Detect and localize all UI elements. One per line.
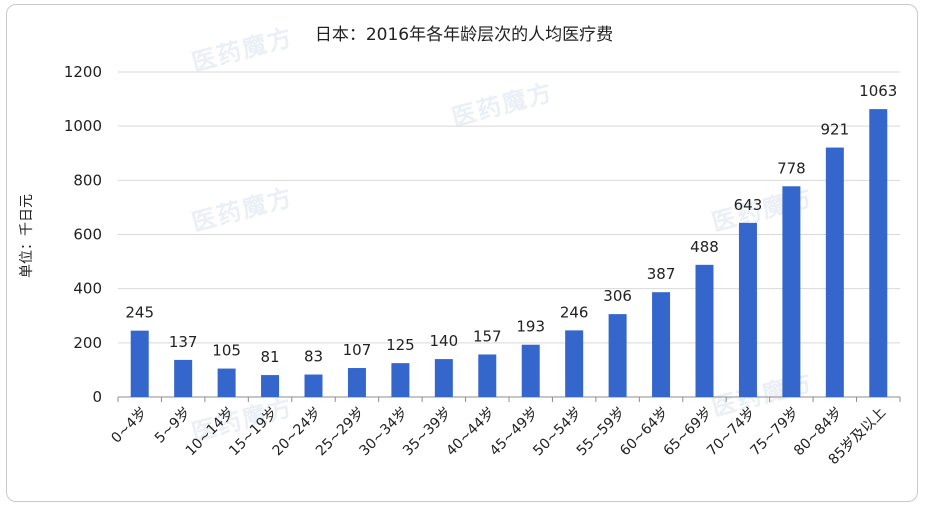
x-tick-label: 0~4岁 (108, 405, 150, 447)
data-label: 157 (473, 327, 502, 345)
bar (738, 222, 757, 397)
bar (434, 359, 453, 397)
y-tick-label: 1200 (64, 63, 102, 81)
y-tick-label: 200 (73, 334, 102, 352)
chart-title: 日本：2016年各年龄层次的人均医疗费 (314, 25, 614, 45)
bar (782, 186, 801, 397)
bar (217, 368, 236, 397)
y-tick-label: 400 (73, 280, 102, 298)
data-label: 137 (169, 333, 198, 351)
data-label: 245 (125, 304, 154, 322)
bar (565, 330, 584, 397)
data-label: 83 (304, 348, 323, 366)
bar (174, 359, 193, 397)
data-label: 105 (212, 342, 241, 360)
bar (261, 375, 280, 397)
data-label: 140 (430, 332, 459, 350)
data-label: 387 (647, 265, 676, 283)
data-label: 1063 (859, 82, 897, 100)
bar (652, 292, 671, 397)
data-label: 107 (343, 341, 372, 359)
bar (695, 264, 714, 397)
bar (478, 354, 497, 397)
data-label: 778 (777, 159, 806, 177)
data-label: 193 (516, 318, 545, 336)
data-label: 488 (690, 238, 719, 256)
bar (608, 314, 627, 397)
bar (130, 330, 149, 397)
data-label: 81 (261, 348, 280, 366)
data-label: 306 (603, 287, 632, 305)
x-tick-label: 5~9岁 (152, 405, 194, 447)
bar (825, 147, 844, 397)
y-tick-label: 600 (73, 226, 102, 244)
data-label: 643 (734, 196, 763, 214)
y-tick-label: 1000 (64, 117, 102, 135)
chart-frame (6, 4, 918, 502)
data-label: 125 (386, 336, 415, 354)
bar (869, 109, 888, 398)
data-label: 921 (821, 121, 850, 139)
bar (304, 374, 323, 397)
bar (347, 368, 366, 397)
y-tick-label: 0 (92, 388, 102, 406)
data-label: 246 (560, 303, 589, 321)
bar (391, 363, 410, 397)
bar (521, 344, 540, 397)
y-tick-label: 800 (73, 171, 102, 189)
